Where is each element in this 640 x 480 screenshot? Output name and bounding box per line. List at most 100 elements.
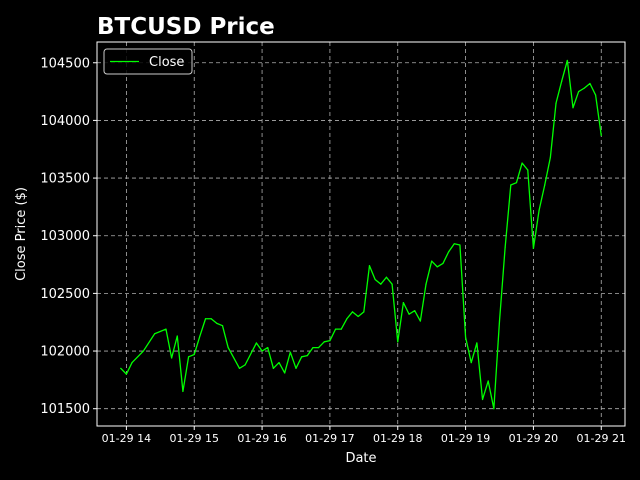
data-point xyxy=(442,262,444,265)
y-tick-label: 103000 xyxy=(40,229,90,244)
x-tick-label: 01-29 15 xyxy=(169,432,218,445)
data-point xyxy=(549,156,551,158)
data-point xyxy=(221,325,224,327)
data-point xyxy=(481,398,484,401)
data-point xyxy=(504,246,506,248)
data-point xyxy=(154,333,156,335)
data-point xyxy=(329,340,331,342)
data-point xyxy=(255,342,258,344)
data-point xyxy=(171,357,173,359)
data-point xyxy=(470,361,472,364)
data-point xyxy=(397,341,399,343)
data-point xyxy=(453,243,455,245)
y-tick-label: 103500 xyxy=(40,172,90,187)
data-point xyxy=(431,260,433,262)
data-point xyxy=(487,380,489,382)
x-tick-label: 01-29 21 xyxy=(577,432,626,445)
chart-title: BTCUSD Price xyxy=(97,14,275,40)
data-point xyxy=(227,346,229,349)
y-tick-label: 101500 xyxy=(40,402,90,417)
data-point xyxy=(493,408,495,410)
data-point xyxy=(267,346,269,349)
data-point xyxy=(419,320,421,322)
data-point xyxy=(357,315,359,318)
y-tick-label: 102500 xyxy=(40,287,90,302)
data-point xyxy=(527,169,529,171)
data-point xyxy=(165,328,167,330)
legend: Close xyxy=(103,48,193,75)
grid xyxy=(97,42,625,426)
x-tick-label: 01-29 18 xyxy=(373,432,422,445)
data-point xyxy=(566,59,568,62)
data-point xyxy=(295,367,297,369)
x-tick-label: 01-29 16 xyxy=(237,432,286,445)
data-point xyxy=(289,351,291,353)
data-point xyxy=(380,283,382,285)
data-point xyxy=(261,350,263,352)
data-point xyxy=(595,94,597,96)
data-point xyxy=(544,184,546,186)
data-point xyxy=(425,283,427,285)
y-axis-label: Close Price ($) xyxy=(14,187,29,281)
legend-box xyxy=(103,48,193,75)
data-point xyxy=(374,278,376,281)
data-point xyxy=(578,90,580,93)
data-point xyxy=(521,162,523,164)
data-point xyxy=(391,283,393,285)
data-point xyxy=(318,346,320,349)
data-point xyxy=(244,364,246,366)
data-point xyxy=(459,244,461,246)
data-point xyxy=(182,390,184,393)
data-point xyxy=(312,346,314,349)
series-layer xyxy=(120,59,602,410)
x-tick-label: 01-29 20 xyxy=(509,432,558,445)
data-point xyxy=(385,276,388,278)
data-point xyxy=(408,313,410,315)
data-point xyxy=(216,322,218,324)
data-point xyxy=(306,355,308,357)
data-point xyxy=(340,328,342,330)
data-point xyxy=(515,182,518,184)
y-tick-label: 104000 xyxy=(40,114,90,129)
data-point xyxy=(498,320,501,322)
y-axis-ticks: 101500 102000 102500 103000 103500 104000 1045… xyxy=(40,56,97,417)
data-point xyxy=(142,350,144,352)
data-point xyxy=(278,361,280,364)
data-point xyxy=(301,356,303,358)
data-point xyxy=(589,82,591,85)
x-tick-label: 01-29 19 xyxy=(441,432,490,445)
data-point xyxy=(572,107,574,109)
plot-frame xyxy=(96,41,626,427)
data-point xyxy=(561,80,563,82)
data-point xyxy=(555,102,557,104)
data-point xyxy=(363,311,365,313)
data-point xyxy=(187,356,190,358)
data-point xyxy=(351,311,354,313)
data-point xyxy=(334,328,337,330)
x-tick-label: 01-29 17 xyxy=(305,432,354,445)
data-point xyxy=(204,318,207,320)
data-point xyxy=(600,134,602,137)
data-point xyxy=(464,336,467,338)
data-point xyxy=(476,342,478,344)
data-point xyxy=(193,353,195,356)
data-point xyxy=(510,184,512,186)
data-point xyxy=(176,335,178,337)
x-axis-ticks: 01-29 14 01-29 15 01-29 16 01-29 17 01-29 18… xyxy=(102,426,626,445)
data-point xyxy=(131,361,133,364)
legend-label-close: Close xyxy=(149,55,184,70)
y-tick-label: 104500 xyxy=(40,56,90,71)
data-point xyxy=(120,367,122,369)
data-point xyxy=(414,310,416,312)
data-point xyxy=(125,373,127,375)
data-point xyxy=(583,87,585,89)
y-tick-label: 102000 xyxy=(40,345,90,360)
data-point xyxy=(210,318,212,320)
data-point xyxy=(538,209,540,211)
data-point xyxy=(323,341,325,343)
x-tick-label: 01-29 14 xyxy=(102,432,151,445)
x-axis-label: Date xyxy=(345,451,376,466)
data-point xyxy=(368,265,371,267)
